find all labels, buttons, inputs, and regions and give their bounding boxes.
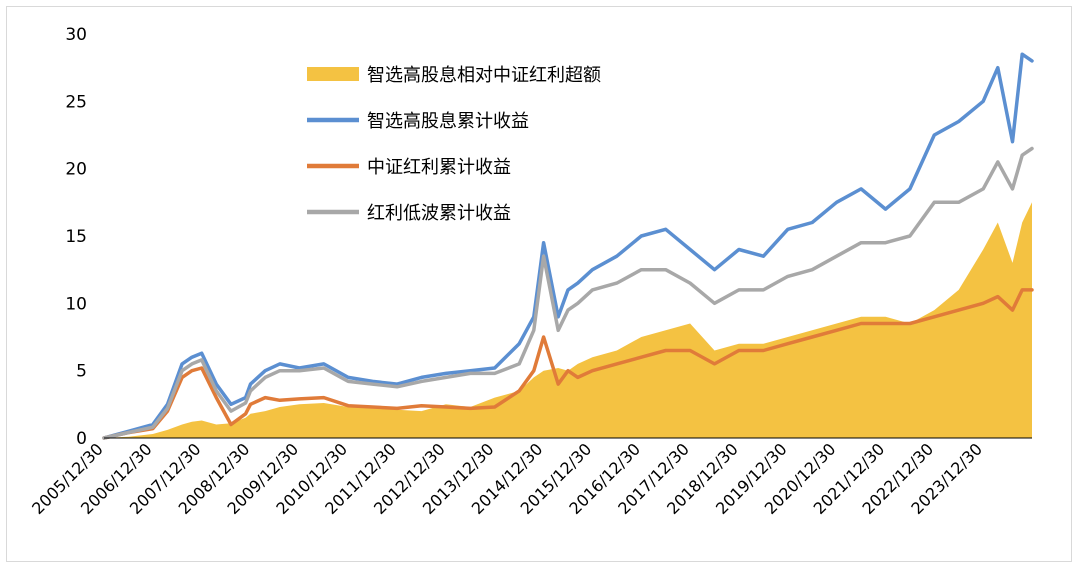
legend-label: 中证红利累计收益	[367, 157, 511, 178]
y-tick-label: 15	[65, 227, 87, 247]
x-tick-labels: 2005/12/302006/12/302007/12/302008/12/30…	[28, 439, 986, 518]
legend-label: 智选高股息相对中证红利超额	[367, 65, 601, 86]
y-tick-label: 20	[65, 160, 87, 180]
cumulative-return-chart: 0 5 10 15 20 25 30 2005/12/302006/12/302007/12…	[28, 25, 1034, 518]
legend-label: 红利低波累计收益	[367, 203, 511, 224]
y-tick-label: 5	[76, 362, 87, 382]
line-layer	[102, 52, 1034, 440]
legend-swatch	[307, 67, 359, 81]
series-area-0	[104, 202, 1032, 438]
y-tick-labels: 0 5 10 15 20 25 30	[65, 25, 87, 449]
area-layer	[104, 202, 1032, 438]
series-line-2	[102, 288, 1034, 440]
y-tick-label: 0	[76, 429, 87, 449]
chart-frame: 0 5 10 15 20 25 30 2005/12/30 2006/12/30 2007/12…	[6, 6, 1072, 562]
y-tick-label: 10	[65, 294, 87, 314]
legend-label: 智选高股息累计收益	[367, 111, 529, 132]
series-line-3	[102, 146, 1034, 440]
y-tick-label: 30	[65, 25, 87, 45]
series-line-1	[102, 52, 1034, 440]
y-tick-label: 25	[65, 92, 87, 112]
